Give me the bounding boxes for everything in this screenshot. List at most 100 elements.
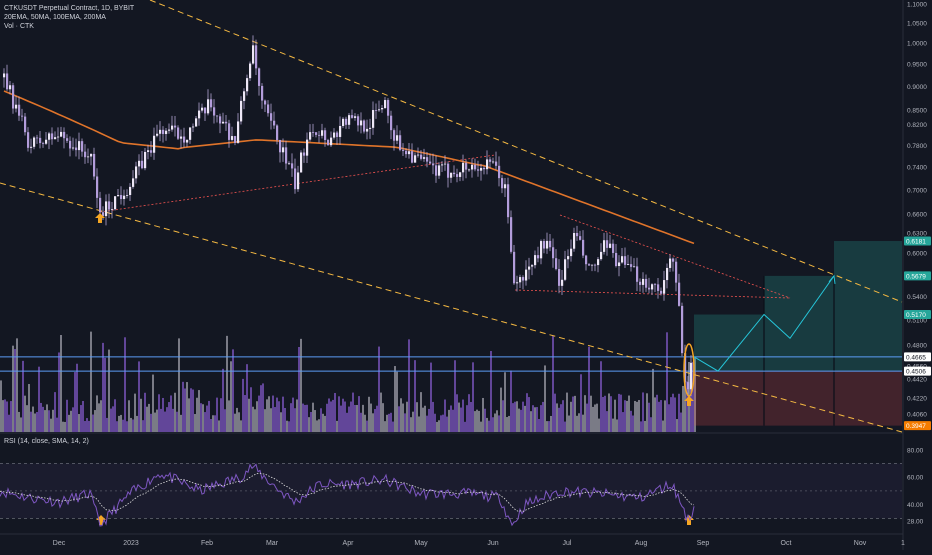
volume-bar [468, 394, 470, 432]
candle-body [87, 156, 90, 158]
candle-body [609, 243, 612, 248]
volume-histogram [0, 331, 696, 432]
candle-body [303, 152, 306, 156]
volume-bar [228, 400, 230, 432]
volume-bar [14, 349, 16, 432]
candle-body [525, 269, 528, 281]
volume-bar [646, 393, 648, 432]
candle-body [210, 99, 213, 108]
volume-bar [372, 413, 374, 432]
symbol-legend[interactable]: CTKUSDT Perpetual Contract, 1D, BYBIT [4, 4, 134, 13]
candle-body [294, 168, 297, 190]
candle-body [327, 140, 330, 146]
price-label-badge [904, 271, 931, 281]
volume-bar [546, 421, 548, 432]
volume-bar [448, 409, 450, 432]
candle-body [516, 282, 519, 284]
volume-bar [216, 397, 218, 432]
volume-bar [610, 396, 612, 432]
volume-bar [668, 404, 670, 432]
candle-body [141, 160, 144, 169]
candle-body [507, 184, 510, 218]
volume-bar [566, 392, 568, 432]
ma-legend[interactable]: 20EMA, 50MA, 100EMA, 200MA [4, 13, 106, 22]
price-tick-label: 0.6000 [907, 251, 927, 258]
candle-body [228, 123, 231, 140]
ma-indicator-label: 20EMA, 50MA, 100EMA, 200MA [4, 14, 106, 21]
volume-bar [348, 406, 350, 432]
candle-body [138, 160, 141, 167]
volume-bar [522, 401, 524, 432]
rsi-legend[interactable]: RSI (14, close, SMA, 14, 2) [4, 437, 89, 446]
candle-body [312, 132, 315, 133]
volume-bar [236, 407, 238, 432]
volume-bar [434, 413, 436, 432]
volume-bar [338, 396, 340, 432]
volume-bar [256, 401, 258, 432]
range-low-trendline [514, 289, 791, 299]
volume-bar [562, 400, 564, 432]
volume-bar [582, 414, 584, 432]
candle-body [300, 152, 303, 173]
volume-bar [634, 400, 636, 432]
volume-bar [2, 400, 4, 432]
volume-bar [316, 420, 318, 432]
candle-body [222, 121, 225, 124]
volume-bar [226, 335, 228, 432]
volume-bar [532, 405, 534, 432]
candle-body [636, 266, 639, 282]
volume-bar [120, 414, 122, 432]
volume-bar [488, 420, 490, 432]
candle-body [336, 132, 339, 137]
volume-bar [644, 420, 646, 432]
volume-bar [176, 411, 178, 432]
volume-bar [130, 417, 132, 432]
volume-bar [612, 418, 614, 432]
candle-body [96, 176, 99, 198]
price-label-badge [904, 236, 931, 246]
volume-legend[interactable]: Vol · CTK [4, 22, 34, 31]
candle-body [51, 133, 54, 140]
volume-bar [24, 395, 26, 432]
volume-bar [632, 415, 634, 432]
volume-bar [114, 399, 116, 432]
candle-body [198, 110, 201, 119]
time-tick-label: Mar [266, 540, 279, 547]
candle-body [495, 161, 498, 166]
volume-bar [290, 403, 292, 432]
volume-bar [206, 405, 208, 432]
volume-bar [624, 400, 626, 432]
candle-body [651, 284, 654, 290]
candle-body [450, 172, 453, 178]
volume-bar [364, 414, 366, 432]
candle-body [27, 132, 30, 148]
volume-bar [570, 401, 572, 432]
volume-bar [394, 366, 396, 432]
price-label-value: 0.5170 [906, 312, 926, 319]
candle-body [393, 130, 396, 141]
candle-body [225, 121, 228, 124]
time-tick-label: Sep [697, 540, 710, 547]
candle-body [270, 113, 273, 121]
volume-bar [428, 408, 430, 432]
candle-body [18, 104, 21, 116]
candle-body [309, 132, 312, 140]
candle-body [237, 121, 240, 143]
volume-bar [666, 332, 668, 432]
candle-body [63, 131, 66, 139]
volume-bar [650, 417, 652, 432]
channel-lower-line [0, 182, 903, 433]
candle-body [438, 165, 441, 176]
candle-body [519, 277, 522, 283]
price-label-badge [904, 310, 931, 320]
candle-body [207, 99, 210, 114]
volume-bar [536, 407, 538, 432]
volume-bar [592, 406, 594, 432]
candle-body [486, 159, 489, 170]
projected-path [693, 275, 835, 372]
price-tick-label: 1.1000 [907, 1, 927, 8]
candle-body [171, 125, 174, 130]
volume-bar [334, 392, 336, 432]
volume-bar [302, 403, 304, 432]
